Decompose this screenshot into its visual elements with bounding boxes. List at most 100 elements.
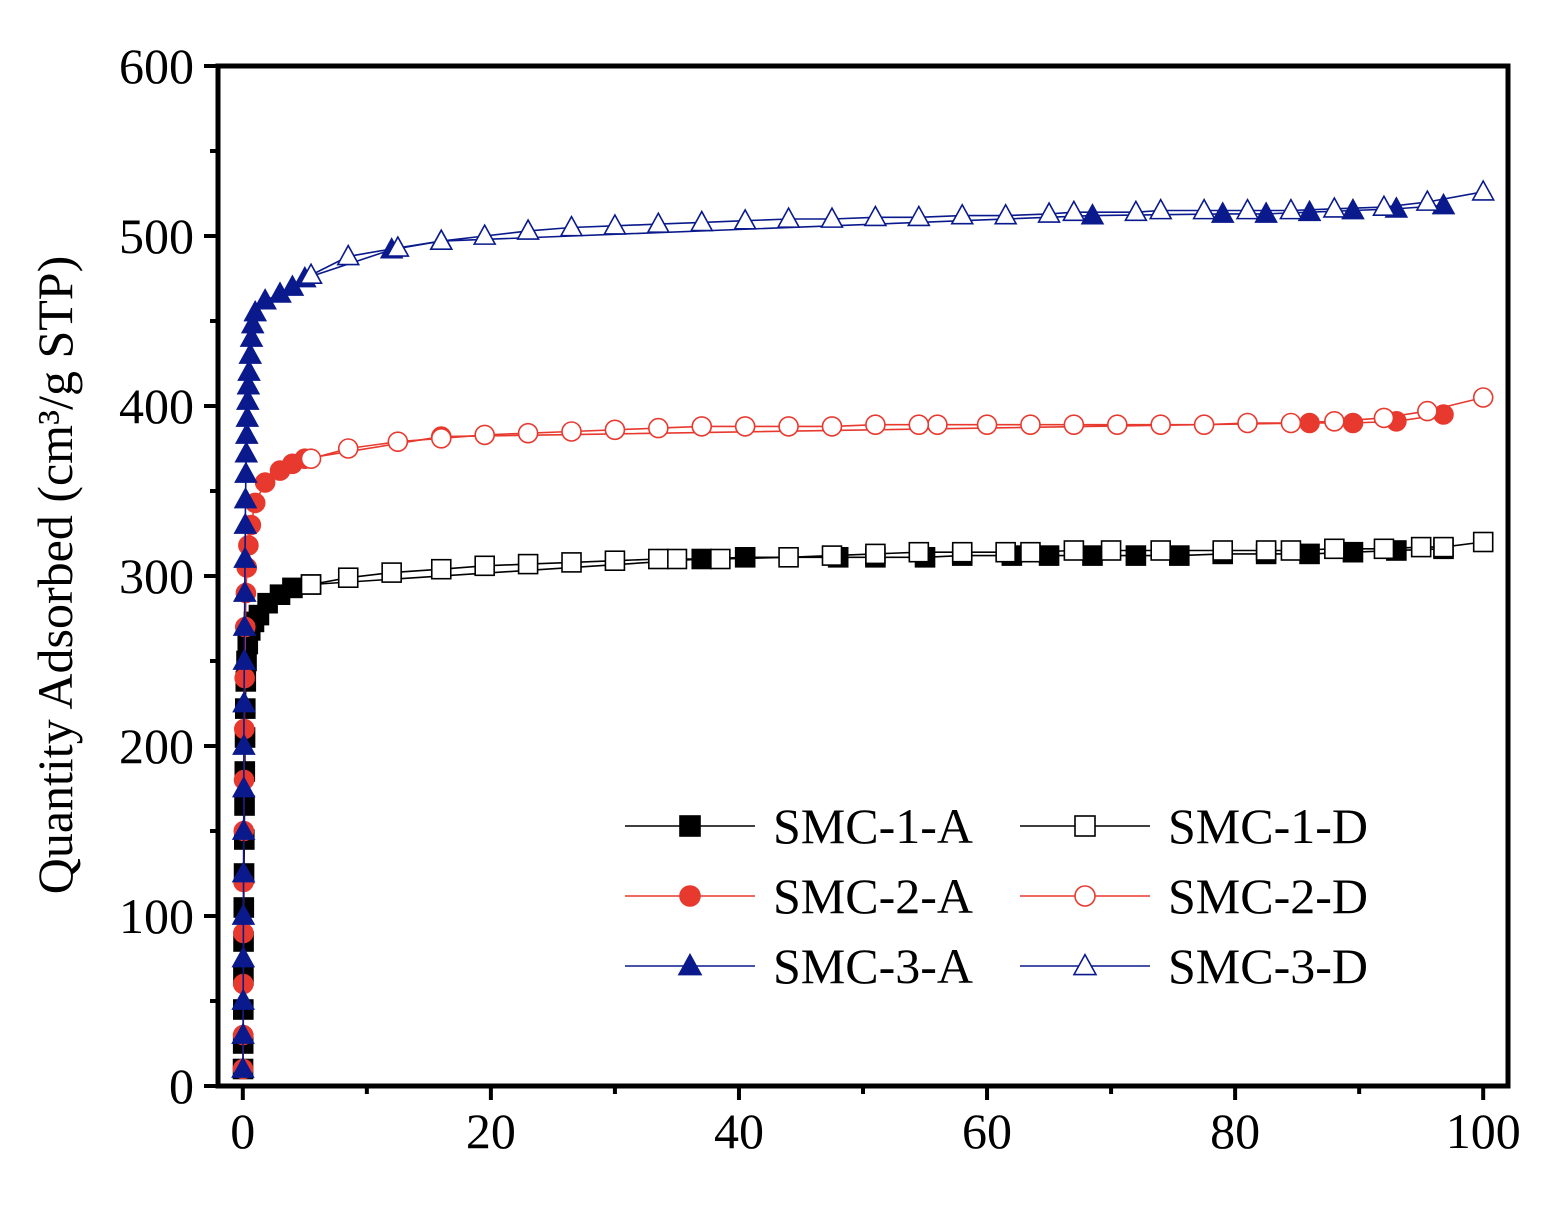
data-point-SMC-3-A-4: [231, 903, 256, 925]
data-point-SMC-3-A-16: [234, 461, 258, 483]
data-point-SMC-3-D-3: [1322, 196, 1347, 218]
data-point-SMC-1-D-2: [1410, 536, 1432, 558]
x-tick-label: 100: [1446, 1103, 1521, 1159]
data-point-SMC-3-D-7: [1148, 198, 1173, 220]
data-point-SMC-3-A-1: [231, 1022, 255, 1044]
data-point-SMC-3-A-11: [232, 614, 257, 636]
data-point-SMC-1-D-13: [951, 541, 973, 563]
data-point-SMC-3-A-7: [231, 776, 256, 798]
data-point-SMC-1-D-26: [381, 562, 402, 583]
data-point-SMC-2-D-4: [1280, 412, 1302, 434]
data-point-SMC-2-D-17: [734, 416, 756, 437]
data-point-SMC-2-A-12: [238, 535, 259, 556]
data-point-SMC-2-D-6: [1193, 414, 1215, 436]
data-point-SMC-2-D-16: [778, 416, 799, 437]
data-point-SMC-1-D-8: [1150, 540, 1171, 561]
data-point-SMC-1-A-31: [1125, 545, 1147, 566]
data-point-SMC-3-D-24: [429, 228, 454, 251]
data-point-SMC-3-D-27: [299, 262, 323, 285]
data-point-SMC-3-A-13: [233, 546, 257, 568]
data-point-SMC-3-A-6: [231, 818, 256, 840]
data-point-SMC-2-D-19: [648, 417, 669, 439]
data-point-SMC-3-D-26: [336, 243, 361, 266]
legend-label-SMC-3-D: SMC-3-D: [1168, 938, 1368, 994]
series-line-SMC-2-D: [310, 396, 1484, 460]
data-point-SMC-1-D-12: [995, 541, 1016, 563]
x-tick-label: 20: [466, 1103, 516, 1159]
data-point-SMC-1-A-30: [1082, 545, 1103, 566]
data-point-SMC-3-A-2: [231, 988, 255, 1010]
data-point-SMC-2-D-12: [927, 414, 948, 436]
data-point-SMC-2-D-2: [1373, 407, 1395, 429]
legend-item-SMC-2-D: SMC-2-D: [1020, 868, 1368, 924]
data-point-SMC-3-D-11: [993, 203, 1018, 225]
data-point-SMC-3-D-23: [472, 223, 497, 245]
data-point-SMC-3-D-5: [1235, 198, 1260, 220]
x-tick-label: 40: [714, 1103, 764, 1159]
data-point-SMC-3-D-20: [603, 213, 627, 235]
data-point-SMC-3-A-36: [1297, 199, 1322, 222]
legend-item-SMC-3-A: SMC-3-A: [625, 938, 973, 994]
data-point-SMC-3-A-35: [1254, 201, 1278, 223]
data-point-SMC-1-D-22: [561, 552, 582, 573]
data-point-SMC-1-D-17: [778, 546, 799, 568]
legend-label-SMC-2-D: SMC-2-D: [1168, 868, 1368, 924]
legend-item-SMC-1-D: SMC-1-D: [1020, 798, 1368, 854]
data-point-SMC-3-D-2: [1372, 194, 1396, 217]
y-tick-label: 200: [119, 718, 194, 774]
data-point-SMC-2-D-15: [821, 416, 843, 437]
data-point-SMC-3-D-14: [863, 204, 888, 227]
data-point-SMC-3-D-8: [1124, 199, 1148, 222]
data-point-SMC-3-A-37: [1341, 198, 1365, 220]
data-point-SMC-1-D-20: [648, 548, 669, 570]
data-point-SMC-1-D-19: [666, 548, 688, 570]
data-point-SMC-1-A-32: [1168, 545, 1190, 566]
data-point-SMC-3-D-0: [1471, 179, 1495, 201]
data-point-SMC-3-D-13: [907, 204, 931, 227]
data-point-SMC-1-D-7: [1212, 540, 1234, 561]
data-point-SMC-3-A-23: [238, 342, 263, 364]
data-point-SMC-3-D-17: [733, 208, 757, 230]
data-point-SMC-3-A-21: [236, 373, 261, 395]
data-point-SMC-3-D-1: [1415, 189, 1440, 211]
y-tick-label: 500: [119, 208, 194, 264]
x-tick-label: 60: [962, 1103, 1012, 1159]
legend-item-SMC-2-A: SMC-2-A: [625, 868, 973, 924]
legend-marker-SMC-2-A: [679, 885, 701, 907]
data-point-SMC-2-D-23: [474, 424, 495, 446]
data-point-SMC-3-A-22: [237, 359, 261, 381]
series-SMC-2-D: [300, 387, 1494, 470]
y-tick-label: 600: [119, 38, 194, 94]
data-point-SMC-3-A-17: [234, 441, 259, 463]
data-point-SMC-3-D-21: [559, 215, 584, 237]
data-point-SMC-3-A-3: [231, 946, 256, 968]
data-point-SMC-2-D-11: [976, 414, 998, 436]
data-point-SMC-3-A-26: [243, 300, 268, 322]
data-point-SMC-3-A-33: [1080, 203, 1105, 225]
data-point-SMC-1-D-3: [1373, 538, 1395, 560]
data-point-SMC-2-D-24: [430, 427, 452, 449]
series-line-SMC-3-D: [310, 191, 1484, 276]
data-point-SMC-3-D-25: [386, 235, 410, 257]
y-axis-title: Quantity Adsorbed (cm³/g STP): [27, 256, 83, 895]
data-point-SMC-3-A-8: [232, 733, 256, 755]
data-point-SMC-3-A-5: [231, 861, 256, 883]
data-point-SMC-1-D-25: [430, 558, 452, 580]
y-tick-label: 400: [119, 378, 194, 434]
data-point-SMC-1-D-6: [1255, 540, 1277, 561]
legend-label-SMC-1-A: SMC-1-A: [773, 798, 973, 854]
data-point-SMC-3-A-18: [234, 422, 259, 444]
data-point-SMC-2-D-0: [1472, 387, 1494, 408]
legend-label-SMC-2-A: SMC-2-A: [773, 868, 973, 924]
series-layer: [231, 179, 1495, 1080]
y-tick-label: 100: [119, 888, 194, 944]
data-point-SMC-2-D-22: [517, 422, 539, 444]
data-point-SMC-3-D-9: [1062, 199, 1086, 222]
data-point-SMC-2-D-13: [908, 414, 930, 436]
data-point-SMC-1-D-16: [821, 545, 843, 566]
axes-layer: 0 20 40 60 80 100 0 100 200 300 400 500 600: [119, 38, 1521, 1159]
data-point-SMC-2-D-7: [1150, 414, 1171, 436]
data-point-SMC-2-D-20: [604, 419, 626, 441]
data-point-SMC-2-D-3: [1324, 410, 1345, 432]
